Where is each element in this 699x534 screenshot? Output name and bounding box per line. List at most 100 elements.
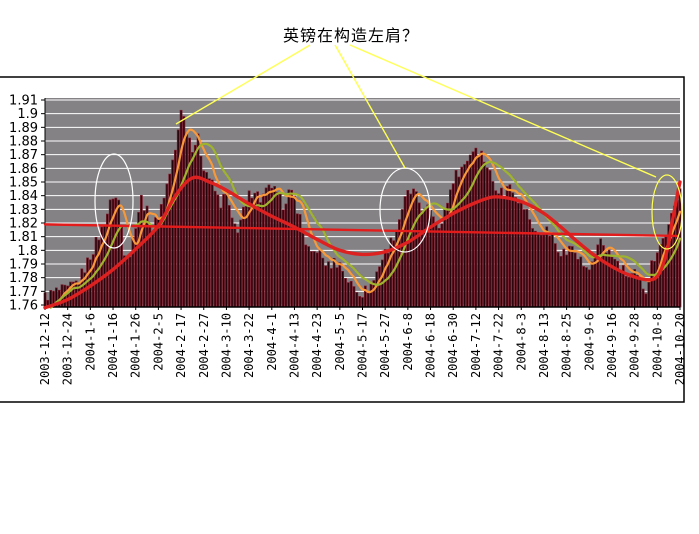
price-bar (624, 276, 628, 308)
price-bar (304, 244, 308, 308)
price-bar (587, 269, 591, 308)
price-bar (505, 186, 509, 308)
price-bar (117, 199, 121, 308)
price-bar (375, 271, 379, 308)
price-bar (440, 223, 444, 308)
price-bar (165, 183, 169, 308)
x-tick-label: 2004-1-6 (83, 313, 97, 371)
price-bar (171, 159, 174, 308)
x-tick-label: 2004-5-5 (333, 313, 347, 371)
y-tick-label: 1.88 (9, 135, 38, 150)
price-bar (312, 251, 316, 308)
y-tick-label: 1.8 (17, 244, 38, 259)
y-tick-label: 1.89 (9, 121, 38, 136)
price-bar (157, 219, 160, 308)
price-bar (80, 268, 84, 308)
price-bar (338, 262, 342, 308)
x-tick-label: 2004-6-8 (401, 313, 415, 371)
x-tick-label: 2004-8-3 (514, 313, 528, 371)
y-tick-label: 1.78 (9, 271, 38, 286)
price-bar (128, 256, 132, 308)
price-bar (607, 249, 611, 308)
price-bar (488, 170, 492, 308)
x-tick-label: 2004-4-13 (287, 313, 301, 378)
price-bar (108, 199, 112, 308)
y-tick-label: 1.91 (9, 94, 38, 109)
price-bar (565, 254, 568, 308)
price-bar (120, 225, 123, 308)
price-bar (225, 190, 228, 308)
y-tick-label: 1.84 (9, 189, 38, 204)
price-bar (310, 251, 313, 308)
price-bar (463, 164, 466, 308)
price-bar (123, 255, 126, 308)
price-bar (502, 195, 506, 308)
price-bar (460, 166, 464, 308)
pointer-to-feb-peak (175, 44, 311, 125)
price-bar (548, 235, 551, 308)
price-bar (559, 256, 563, 308)
price-bar (653, 261, 656, 308)
left-shoulder-circle-jan (94, 153, 134, 249)
x-tick-label: 2003-12-24 (61, 313, 75, 385)
price-bar (545, 226, 549, 308)
x-tick-label: 2004-7-12 (469, 313, 483, 378)
x-tick-label: 2003-12-12 (38, 313, 52, 385)
price-bar (352, 286, 356, 308)
price-bar (443, 208, 447, 308)
price-bar (678, 188, 682, 308)
price-bar (449, 189, 452, 308)
price-bar (134, 228, 138, 308)
price-bar (344, 278, 347, 308)
y-tick-label: 1.79 (9, 258, 38, 273)
x-tick-label: 2004-9-28 (628, 313, 642, 378)
price-bar (531, 228, 534, 308)
price-bar (327, 261, 330, 308)
price-bar (369, 283, 373, 308)
price-bar (179, 109, 183, 308)
price-bar (346, 282, 350, 308)
price-bar (570, 246, 574, 308)
price-bar (335, 267, 339, 308)
price-bar (491, 181, 495, 308)
price-bar (474, 147, 478, 308)
price-bar (329, 268, 333, 308)
price-bar (222, 194, 225, 308)
price-bar (230, 217, 234, 308)
price-bar (485, 167, 489, 308)
price-bar (191, 152, 194, 308)
y-tick-label: 1.76 (9, 299, 38, 314)
x-tick-label: 2004-10-20 (673, 313, 687, 385)
y-tick-label: 1.83 (9, 203, 38, 218)
x-tick-label: 2004-9-6 (582, 313, 596, 371)
price-bar (596, 244, 600, 308)
x-tick-label: 2004-5-17 (356, 313, 370, 378)
price-bar (213, 190, 217, 308)
price-bar (219, 207, 223, 308)
price-bar (400, 209, 404, 308)
price-bar (270, 187, 274, 308)
price-bar (590, 261, 594, 308)
x-tick-label: 2004-2-5 (151, 313, 165, 371)
y-tick-label: 1.86 (9, 162, 38, 177)
price-bar (423, 207, 427, 308)
y-tick-label: 1.87 (9, 148, 38, 163)
price-bar (273, 186, 276, 308)
price-bar (89, 259, 92, 308)
price-bar (205, 172, 208, 308)
price-bar (556, 252, 560, 308)
price-bar (341, 271, 345, 308)
price-bar (534, 230, 537, 308)
x-tick-label: 2004-4-1 (265, 313, 279, 371)
pointer-to-oct-area (349, 44, 657, 178)
price-bar (585, 267, 588, 308)
price-bar (638, 278, 642, 308)
price-bar (644, 293, 648, 308)
price-bar (383, 249, 387, 308)
price-bar (361, 297, 364, 308)
price-bar (599, 238, 602, 308)
price-bar (321, 257, 325, 308)
price-bar (151, 231, 155, 308)
x-tick-label: 2004-8-13 (537, 313, 551, 378)
